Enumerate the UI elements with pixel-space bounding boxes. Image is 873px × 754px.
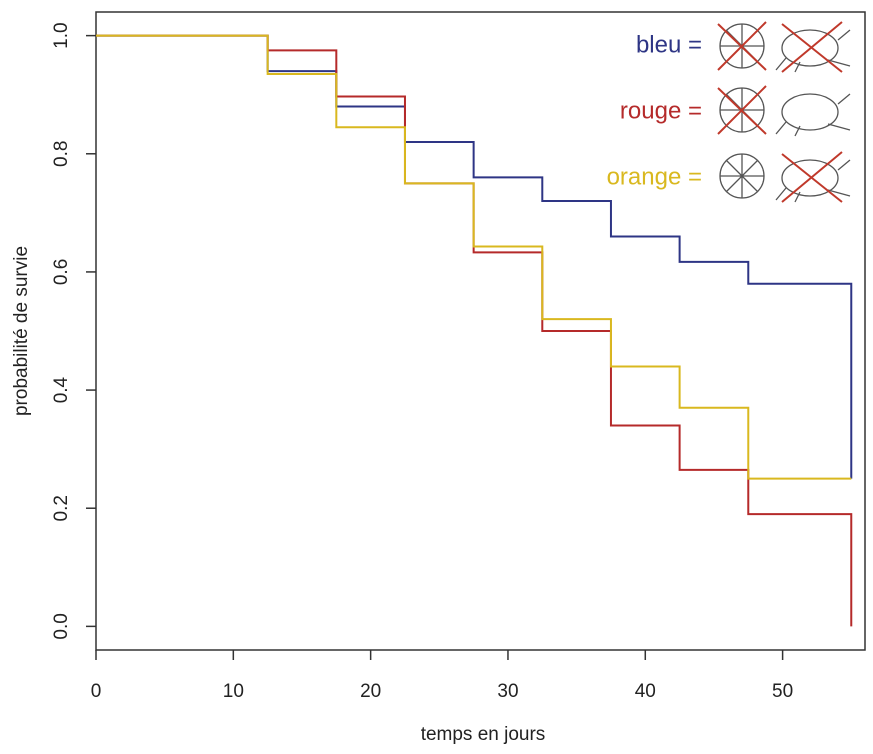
y-tick-label: 0.6 [51,259,72,285]
legend-label: bleu = [636,31,702,58]
tick-icon-crossed [717,21,767,71]
tick-icon-crossed [717,85,767,135]
legend-icons [717,21,851,203]
tick-icon [719,153,765,199]
y-tick-label: 0.0 [51,613,72,639]
x-tick-label: 0 [91,681,102,702]
x-tick-label: 50 [772,681,793,702]
x-axis-label: temps en jours [421,724,546,745]
y-tick-label: 0.8 [51,141,72,167]
legend-label: rouge = [620,97,702,124]
weevil-icon [775,93,851,137]
weevil-icon-crossed [775,21,851,73]
y-tick-label: 1.0 [51,22,72,48]
y-tick-label: 0.4 [51,376,72,403]
survival-curve [96,34,853,627]
x-tick-label: 20 [360,681,381,702]
x-tick-label: 10 [223,681,244,702]
legend-label: orange = [607,163,702,190]
weevil-icon-crossed [775,151,851,203]
survival-curve [96,34,853,479]
x-tick-label: 30 [497,681,518,702]
x-tick-label: 40 [635,681,656,702]
plot-frame [95,11,866,651]
y-tick-label: 0.2 [51,495,72,521]
survival-curve [96,34,852,480]
y-axis-label: probabilité de survie [11,246,32,416]
